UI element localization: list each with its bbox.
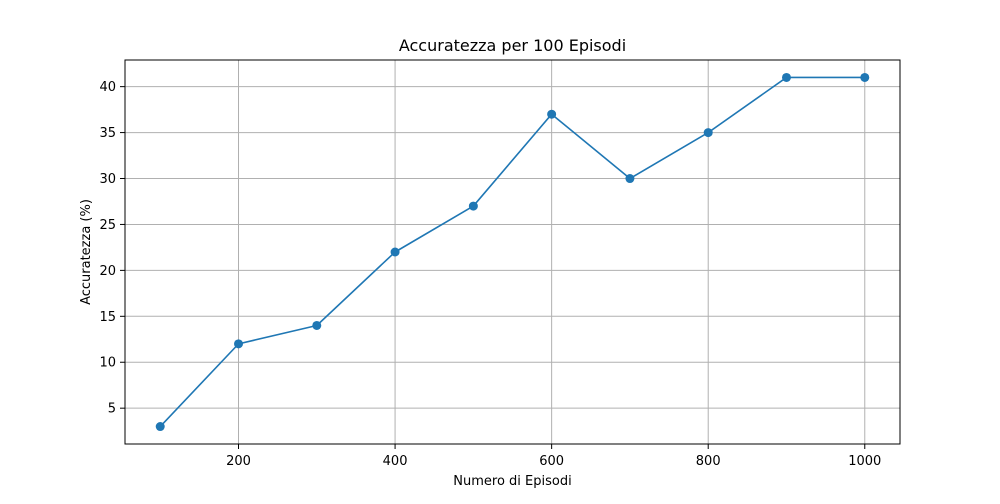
x-tick-label: 400	[383, 454, 408, 469]
x-tick-label: 800	[696, 454, 721, 469]
data-point	[781, 72, 791, 82]
data-point	[390, 247, 400, 257]
y-tick-label: 30	[99, 172, 116, 187]
data-point	[312, 320, 322, 330]
data-point	[703, 128, 713, 138]
data-point	[155, 422, 165, 432]
x-tick-label: 200	[226, 454, 251, 469]
series-layer	[155, 72, 870, 432]
tick-layer: 200 400 600 800 1000 5 10 15 20 25 30 35 40	[99, 80, 881, 469]
data-point	[625, 174, 635, 184]
data-point	[860, 72, 870, 82]
data-point	[234, 339, 244, 349]
y-tick-label: 40	[99, 80, 116, 95]
y-tick-label: 5	[108, 402, 116, 417]
y-axis-label: Accuratezza (%)	[79, 199, 94, 305]
data-point	[547, 109, 557, 119]
y-tick-label: 15	[99, 310, 116, 325]
x-tick-label: 600	[539, 454, 564, 469]
data-point	[468, 201, 478, 211]
x-tick-label: 1000	[848, 454, 881, 469]
y-tick-label: 20	[99, 264, 116, 279]
plot-frame	[124, 59, 901, 445]
x-axis-label: Numero di Episodi	[453, 474, 571, 489]
y-tick-label: 25	[99, 218, 116, 233]
grid-layer	[125, 60, 900, 444]
chart-title: Accuratezza per 100 Episodi	[399, 36, 626, 55]
y-tick-label: 10	[99, 356, 116, 371]
y-tick-label: 35	[99, 126, 116, 141]
series-line	[159, 76, 865, 428]
